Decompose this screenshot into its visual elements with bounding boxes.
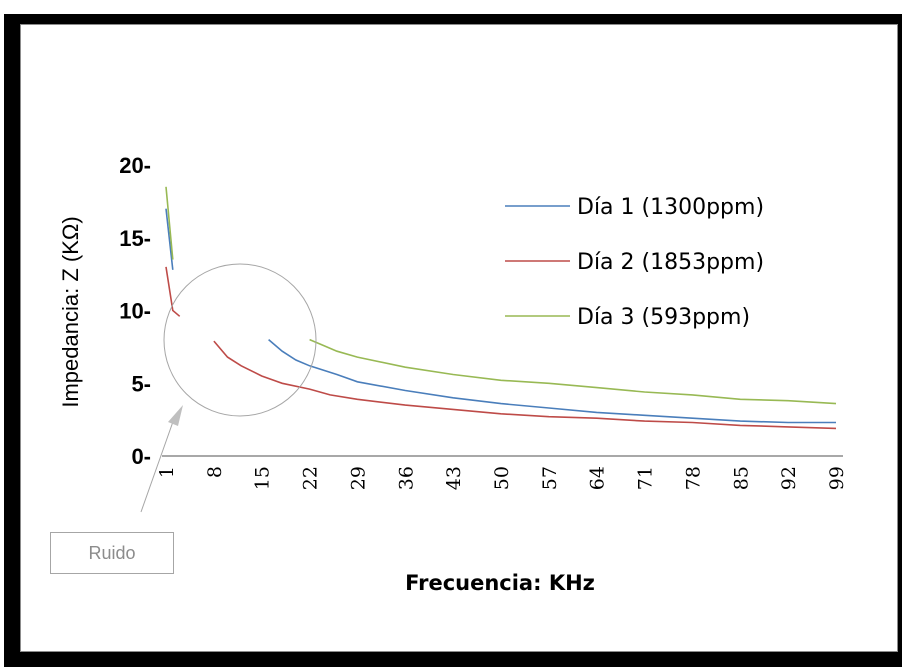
series-line-2 [165,266,181,317]
noise-arrow-head [168,405,183,426]
series-line-3 [309,338,837,405]
noise-arrow-line [140,415,176,513]
x-tick-label: 99 [826,466,848,490]
legend-label-1: Día 1 (1300ppm) [577,195,764,220]
series-lines [165,186,837,430]
x-tick-label: 92 [778,466,800,490]
x-tick-label: 1 [156,466,178,478]
y-tick-label: 20- [119,153,151,178]
noise-highlight-circle [163,263,317,417]
x-tick-label: 71 [635,466,657,490]
series-line-3 [165,186,174,260]
legend: Día 1 (1300ppm) Día 2 (1853ppm) Día 3 (593… [505,195,764,330]
x-tick-label: 85 [730,466,752,490]
x-tick-label: 78 [682,466,704,490]
series-line-2 [213,340,837,430]
x-tick-label: 29 [347,466,369,490]
y-tick-label: 15- [119,226,151,251]
x-tick-label: 8 [204,466,226,478]
x-tick-label: 36 [395,466,417,490]
x-tick-label: 57 [539,466,561,490]
x-tick-label: 15 [252,466,274,490]
y-tick-label: 10- [119,299,151,324]
x-axis-label: Frecuencia: KHz [405,571,595,595]
noise-annotation: Ruido [50,532,174,574]
y-tick-label: 5- [131,371,151,396]
legend-label-2: Día 2 (1853ppm) [577,250,764,275]
y-tick-label: 0- [131,444,151,469]
x-axis-ticks: 1 8 15 22 29 36 43 50 57 64 71 78 85 92 99 [156,466,848,490]
x-tick-label: 22 [300,466,322,490]
x-tick-label: 50 [491,466,513,490]
y-axis-label: Impedancia: Z (KΩ) [58,216,83,407]
series-line-1 [165,208,174,270]
legend-label-3: Día 3 (593ppm) [577,305,750,330]
y-axis-ticks: 20- 15- 10- 5- 0- [119,153,151,469]
x-tick-label: 64 [587,466,609,490]
x-tick-label: 43 [443,466,465,490]
series-line-1 [268,338,836,424]
